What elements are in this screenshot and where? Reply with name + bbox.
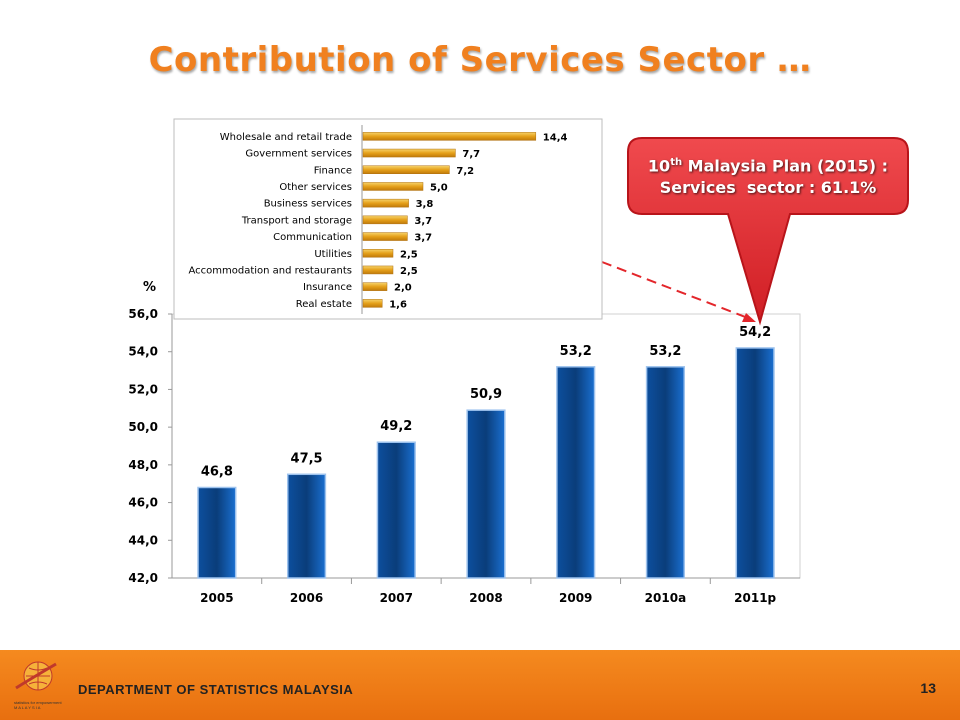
inset-value-label: 2,0 [394,283,412,294]
inset-category-label: Real estate [296,299,352,310]
x-tick-label: 2006 [290,591,323,605]
slide-title: Contribution of Services Sector … [148,40,812,80]
page-number: 13 [920,680,936,696]
inset-value-label: 2,5 [400,266,418,277]
dashed-pointer-arrowhead [742,313,756,322]
bar-value-label: 47,5 [291,451,323,466]
bar-value-label: 50,9 [470,387,502,402]
x-tick-label: 2010a [645,591,687,605]
bar-value-label: 54,2 [739,325,771,340]
y-tick-label: 54,0 [128,345,158,359]
bar-2011p [735,347,775,579]
callout-text: 10th Malaysia Plan (2015) : Services sec… [632,152,904,199]
y-axis-label: % [143,280,156,295]
inset-category-label: Communication [273,232,352,243]
inset-bar [362,132,537,141]
inset-bar [362,215,408,225]
bar-2006 [286,473,327,579]
bar-value-label: 49,2 [380,419,412,434]
inset-category-label: Insurance [303,282,352,293]
inset-category-label: Business services [264,199,352,210]
bar-value-label: 53,2 [560,344,592,359]
inset-bar [362,265,394,275]
plan-suffix: th [670,157,683,168]
inset-category-label: Government services [245,149,352,160]
inset-category-label: Wholesale and retail trade [220,132,352,143]
chart-area: 42,0 44,0 46,0 48,0 50,0 52,0 54,0 56,0 46,8 47,… [128,118,909,605]
inset-value-label: 3,7 [414,233,432,244]
dashed-pointer-line [601,261,749,319]
y-tick-label: 44,0 [128,533,158,547]
y-tick-label: 42,0 [128,571,158,585]
inset-category-label: Transport and storage [241,215,352,226]
inset-value-label: 3,7 [414,216,432,227]
inset-value-label: 7,2 [456,166,474,177]
bar-2010a [645,366,686,579]
x-tick-label: 2011p [734,591,776,605]
dosm-globe-logo [15,661,57,691]
y-tick-label: 46,0 [128,496,158,510]
x-tick-label: 2009 [559,591,592,605]
inset-bar [362,182,424,191]
bar-2005 [197,486,237,579]
x-tick-label: 2008 [469,591,502,605]
inset-category-label: Other services [279,182,352,193]
x-tick-label: 2005 [200,591,233,605]
y-tick-label: 48,0 [128,458,158,472]
inset-bar [362,148,456,158]
inset-value-label: 1,6 [389,299,407,310]
callout-bubble [627,137,909,326]
inset-category-label: Accommodation and restaurants [188,265,352,276]
inset-bar [362,282,388,291]
plan-number: 10 [647,156,671,176]
bar-value-label: 53,2 [649,344,681,359]
inset-value-label: 2,5 [400,249,418,260]
inset-value-label: 5,0 [430,182,448,193]
footer-bar: statistics for empowerment M A L A Y S I… [0,650,960,720]
inset-value-label: 3,8 [416,199,434,210]
inset-bar [362,249,394,258]
logo-tagline: statistics for empowerment M A L A Y S I… [14,700,62,710]
y-tick-label: 52,0 [128,382,158,396]
bar-value-label: 46,8 [201,464,233,479]
bar-2007 [376,441,416,579]
bar-2009 [556,366,596,579]
plan-name: Malaysia Plan (2015) : [687,156,889,176]
inset-bar [362,232,408,241]
inset-value-label: 7,7 [462,149,480,160]
inset-value-label: 14,4 [543,132,568,143]
x-tick-label: 2007 [380,591,413,605]
department-name: DEPARTMENT OF STATISTICS MALAYSIA [78,682,354,697]
inset-bar [362,198,409,208]
bar-2008 [466,409,506,579]
callout-sector-line: Services sector : 61.1% [659,178,877,198]
inset-bar [362,165,450,174]
y-tick-label: 50,0 [128,420,158,434]
inset-category-label: Utilities [314,249,352,260]
y-tick-label: 56,0 [128,307,158,321]
inset-category-label: Finance [314,165,352,176]
callout-plan-line: 10th Malaysia Plan (2015) : [632,152,904,177]
inset-bar [362,299,383,308]
